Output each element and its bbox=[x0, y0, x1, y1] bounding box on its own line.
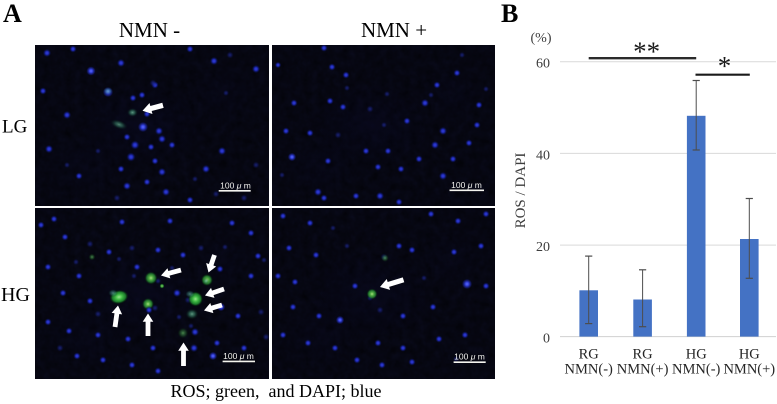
svg-text:20: 20 bbox=[536, 240, 550, 255]
svg-text:HG: HG bbox=[739, 347, 760, 363]
svg-text:*: * bbox=[718, 51, 732, 81]
svg-text:100 μ m: 100 μ m bbox=[451, 180, 482, 190]
svg-text:0: 0 bbox=[543, 332, 550, 347]
svg-text:NMN(+): NMN(+) bbox=[723, 361, 775, 377]
svg-text:NMN(-): NMN(-) bbox=[565, 361, 613, 377]
svg-text:40: 40 bbox=[536, 148, 550, 163]
svg-text:60: 60 bbox=[536, 57, 550, 72]
svg-text:**: ** bbox=[633, 37, 660, 67]
svg-text:RG: RG bbox=[633, 347, 654, 363]
svg-text:RG: RG bbox=[579, 347, 600, 363]
svg-text:100 μ m: 100 μ m bbox=[223, 351, 254, 361]
svg-text:ROS / DAPI: ROS / DAPI bbox=[513, 153, 529, 229]
svg-text:NMN(+): NMN(+) bbox=[617, 361, 669, 377]
svg-text:HG: HG bbox=[686, 347, 707, 363]
svg-text:100 μ m: 100 μ m bbox=[454, 352, 485, 362]
svg-text:100 μ m: 100 μ m bbox=[220, 181, 251, 191]
svg-text:(%): (%) bbox=[531, 31, 552, 46]
svg-text:NMN(-): NMN(-) bbox=[672, 361, 720, 377]
